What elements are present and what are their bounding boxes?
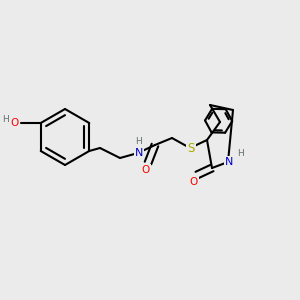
Text: S: S — [187, 142, 195, 154]
Text: O: O — [190, 177, 198, 187]
Text: H: H — [2, 116, 9, 124]
Text: N: N — [225, 157, 233, 167]
Text: N: N — [135, 148, 143, 158]
Text: H: H — [237, 149, 243, 158]
Text: H: H — [136, 136, 142, 146]
Text: O: O — [11, 118, 19, 128]
Text: O: O — [142, 165, 150, 175]
